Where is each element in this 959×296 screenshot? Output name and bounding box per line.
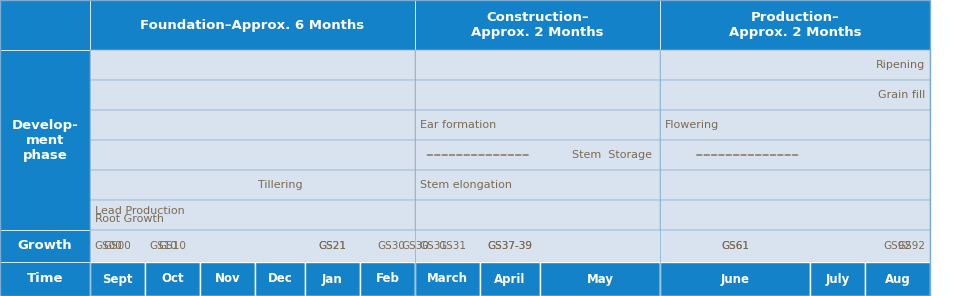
Text: Develop-
ment
phase: Develop- ment phase: [12, 118, 79, 162]
Text: Feb: Feb: [376, 273, 400, 286]
Bar: [90, 230, 930, 262]
Bar: [810, 262, 865, 296]
Bar: [415, 170, 660, 200]
Bar: [90, 80, 415, 110]
Bar: [660, 50, 930, 80]
Text: Nov: Nov: [215, 273, 241, 286]
Bar: [145, 262, 200, 296]
Text: Stem  Storage: Stem Storage: [573, 150, 652, 160]
Text: April: April: [494, 273, 526, 286]
Text: Growth: Growth: [17, 239, 72, 252]
Bar: [480, 262, 540, 296]
Text: GS31: GS31: [420, 241, 448, 251]
Text: March: March: [427, 273, 468, 286]
Text: Sept: Sept: [103, 273, 132, 286]
Text: GS61: GS61: [721, 241, 749, 251]
Text: GS10: GS10: [150, 241, 177, 251]
Text: GS61: GS61: [721, 241, 749, 251]
Text: Lead Production: Lead Production: [95, 205, 184, 215]
Bar: [90, 50, 415, 80]
Bar: [90, 140, 415, 170]
Bar: [90, 0, 415, 50]
Bar: [660, 0, 930, 50]
Bar: [305, 262, 360, 296]
Text: Dec: Dec: [268, 273, 292, 286]
Text: Oct: Oct: [161, 273, 184, 286]
Text: GS10: GS10: [158, 241, 186, 251]
Bar: [90, 110, 415, 140]
Bar: [865, 262, 930, 296]
Bar: [415, 262, 480, 296]
Text: GS92: GS92: [883, 241, 911, 251]
Text: Tillering: Tillering: [258, 180, 302, 190]
Text: GS21: GS21: [318, 241, 346, 251]
Text: Flowering: Flowering: [665, 120, 719, 130]
Bar: [360, 262, 415, 296]
Bar: [660, 140, 930, 170]
Text: GS30: GS30: [378, 241, 406, 251]
Text: Construction–
Approx. 2 Months: Construction– Approx. 2 Months: [471, 11, 604, 39]
Bar: [415, 0, 660, 50]
Text: GS37-39: GS37-39: [487, 241, 532, 251]
Bar: [660, 200, 930, 230]
Text: Ear formation: Ear formation: [420, 120, 496, 130]
Text: Production–
Approx. 2 Months: Production– Approx. 2 Months: [729, 11, 861, 39]
Bar: [660, 262, 810, 296]
Bar: [90, 262, 145, 296]
Bar: [415, 140, 660, 170]
Bar: [0, 262, 90, 296]
Bar: [415, 110, 660, 140]
Text: Root Growth: Root Growth: [95, 214, 164, 224]
Bar: [660, 80, 930, 110]
Bar: [0, 230, 90, 262]
Text: Foundation–Approx. 6 Months: Foundation–Approx. 6 Months: [140, 19, 364, 31]
Bar: [415, 200, 660, 230]
Bar: [415, 80, 660, 110]
Text: GS92: GS92: [898, 241, 925, 251]
Bar: [90, 170, 415, 200]
Text: Aug: Aug: [884, 273, 910, 286]
Text: GS30: GS30: [401, 241, 429, 251]
Text: May: May: [587, 273, 614, 286]
Text: July: July: [826, 273, 850, 286]
Bar: [660, 110, 930, 140]
Text: Jan: Jan: [322, 273, 343, 286]
Bar: [255, 262, 305, 296]
Text: Ripening: Ripening: [876, 60, 925, 70]
Bar: [660, 170, 930, 200]
Bar: [90, 200, 415, 230]
Text: GS31: GS31: [438, 241, 466, 251]
Text: Time: Time: [27, 273, 63, 286]
Text: GS37-39: GS37-39: [487, 241, 532, 251]
Text: GS21: GS21: [318, 241, 346, 251]
Text: Stem elongation: Stem elongation: [420, 180, 512, 190]
Text: June: June: [720, 273, 750, 286]
Bar: [200, 262, 255, 296]
Text: GS00: GS00: [95, 241, 123, 251]
Text: GS00: GS00: [104, 241, 131, 251]
Bar: [540, 262, 660, 296]
Bar: [415, 50, 660, 80]
Bar: [0, 0, 90, 50]
Text: Grain fill: Grain fill: [877, 90, 925, 100]
Bar: [0, 50, 90, 230]
